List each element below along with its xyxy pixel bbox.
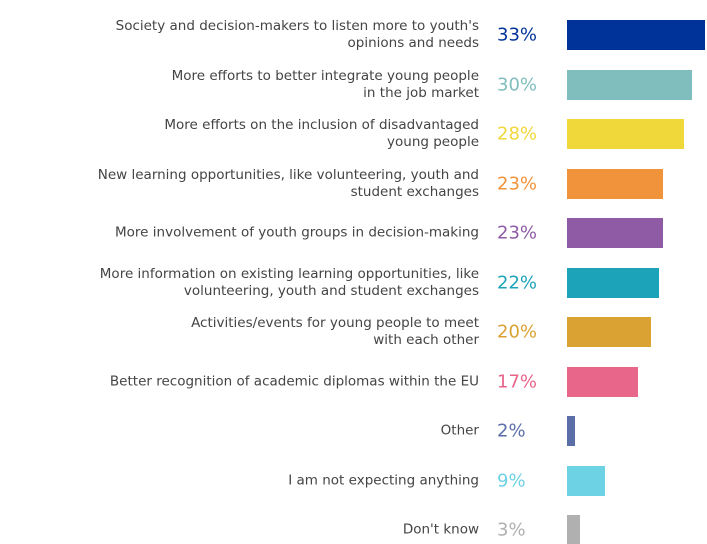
- bar: [567, 267, 659, 298]
- value-label: 23%: [497, 173, 538, 194]
- value-label: 20%: [497, 321, 538, 343]
- category-label: Society and decision-makers to listen mo…: [115, 18, 479, 51]
- category-label: More involvement of youth groups in deci…: [115, 224, 479, 241]
- category-label: Better recognition of academic diplomas …: [109, 373, 479, 389]
- value-label: 28%: [497, 123, 538, 145]
- value-label: 3%: [497, 519, 526, 541]
- category-label: Other: [440, 422, 479, 439]
- bar: [567, 366, 639, 397]
- bar: [567, 416, 576, 446]
- bar: [567, 465, 605, 496]
- bar: [567, 69, 693, 100]
- bar: [567, 119, 685, 149]
- category-label: I am not expecting anything: [288, 472, 479, 488]
- bar: [567, 218, 664, 248]
- category-label: More efforts to better integrate young p…: [171, 67, 479, 101]
- value-label: 2%: [497, 420, 526, 442]
- category-label: Don't know: [402, 521, 479, 538]
- value-label: 9%: [497, 470, 526, 491]
- bar: [567, 168, 664, 199]
- bar: [567, 317, 651, 347]
- value-label: 33%: [497, 24, 538, 46]
- bar: [567, 515, 580, 544]
- value-label: 23%: [497, 222, 538, 244]
- value-label: 30%: [497, 74, 538, 95]
- value-label: 17%: [497, 371, 538, 392]
- category-label: More efforts on the inclusion of disadva…: [164, 117, 479, 150]
- category-label: New learning opportunities, like volunte…: [97, 166, 479, 200]
- value-label: 22%: [497, 272, 538, 293]
- category-label: Activities/events for young people to me…: [191, 315, 479, 348]
- bar: [567, 20, 705, 50]
- category-label: More information on existing learning op…: [99, 265, 479, 299]
